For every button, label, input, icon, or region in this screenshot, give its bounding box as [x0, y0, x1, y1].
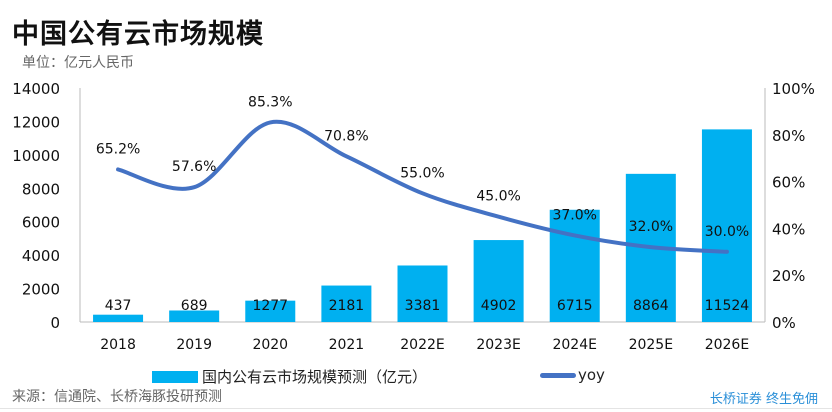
x-tick-label: 2024E — [552, 337, 596, 353]
yoy-point — [344, 154, 348, 158]
left-tick-label: 10000 — [12, 147, 60, 165]
bar-value-label: 6715 — [557, 298, 593, 314]
x-tick-label: 2025E — [629, 337, 673, 353]
right-tick-label: 40% — [772, 220, 805, 238]
bar — [93, 314, 144, 322]
legend-label-line: yoy — [578, 366, 605, 384]
x-tick-label: 2023E — [476, 337, 520, 353]
bar-value-label: 1277 — [252, 298, 288, 314]
right-tick-label: 60% — [772, 174, 805, 192]
left-tick-label: 2000 — [22, 281, 60, 299]
left-tick-label: 4000 — [22, 247, 60, 265]
x-tick-label: 2020 — [252, 337, 288, 353]
right-tick-label: 20% — [772, 267, 805, 285]
x-tick-label: 2022E — [400, 337, 444, 353]
bar — [245, 300, 296, 322]
left-tick-label: 8000 — [22, 180, 60, 198]
left-tick-label: 12000 — [12, 113, 60, 131]
yoy-point — [116, 167, 120, 171]
yoy-label: 37.0% — [552, 207, 596, 223]
bar — [321, 285, 372, 322]
yoy-point — [497, 215, 501, 219]
yoy-label: 45.0% — [476, 189, 520, 205]
yoy-label: 30.0% — [705, 224, 749, 240]
bar — [549, 209, 600, 322]
yoy-label: 57.6% — [172, 159, 216, 175]
brand-text: 长桥证券 终生免佣 — [709, 392, 818, 407]
yoy-label: 55.0% — [400, 165, 444, 181]
right-tick-label: 100% — [772, 80, 815, 98]
bar-value-label: 437 — [105, 298, 132, 314]
footer-divider — [0, 408, 832, 409]
legend-swatch-line — [540, 372, 576, 378]
legend-item-line: yoy — [540, 366, 605, 384]
legend-item-bar: 国内公有云市场规模预测（亿元） — [152, 366, 427, 387]
left-tick-label: 14000 — [12, 80, 60, 98]
legend-swatch-bar — [152, 370, 198, 383]
bar-value-label: 2181 — [329, 298, 365, 314]
x-tick-label: 2019 — [176, 337, 212, 353]
bar-value-label: 4902 — [481, 298, 517, 314]
bar — [473, 240, 524, 322]
x-tick-label: 2018 — [100, 337, 136, 353]
yoy-label: 32.0% — [629, 219, 673, 235]
unit-label: 单位：亿元人民币 — [22, 55, 134, 71]
x-tick-label: 2026E — [705, 337, 749, 353]
yoy-point — [268, 120, 272, 124]
yoy-label: 85.3% — [248, 94, 292, 110]
yoy-point — [421, 191, 424, 195]
bar-value-label: 11524 — [705, 298, 750, 314]
legend-label-bar: 国内公有云市场规模预测（亿元） — [202, 368, 428, 386]
bar — [169, 310, 220, 322]
yoy-line — [116, 119, 729, 254]
right-tick-label: 0% — [772, 314, 796, 332]
yoy-point — [725, 250, 729, 254]
yoy-point — [192, 185, 196, 189]
bar-value-label: 8864 — [633, 298, 669, 314]
yoy-label: 65.2% — [96, 141, 140, 157]
yoy-label: 70.8% — [324, 128, 368, 144]
left-tick-label: 6000 — [22, 214, 60, 232]
left-tick-label: 0 — [50, 314, 60, 332]
bar-value-label: 3381 — [405, 298, 441, 314]
source-note: 来源：信通院、长桥海豚投研预测 — [12, 389, 222, 405]
yoy-point — [573, 233, 577, 237]
x-tick-label: 2021 — [329, 337, 365, 353]
bar — [397, 265, 448, 322]
right-tick-label: 80% — [772, 127, 805, 145]
chart-title: 中国公有云市场规模 — [12, 19, 264, 50]
bar — [701, 129, 752, 322]
bar-value-label: 689 — [181, 298, 208, 314]
yoy-point — [649, 245, 653, 249]
